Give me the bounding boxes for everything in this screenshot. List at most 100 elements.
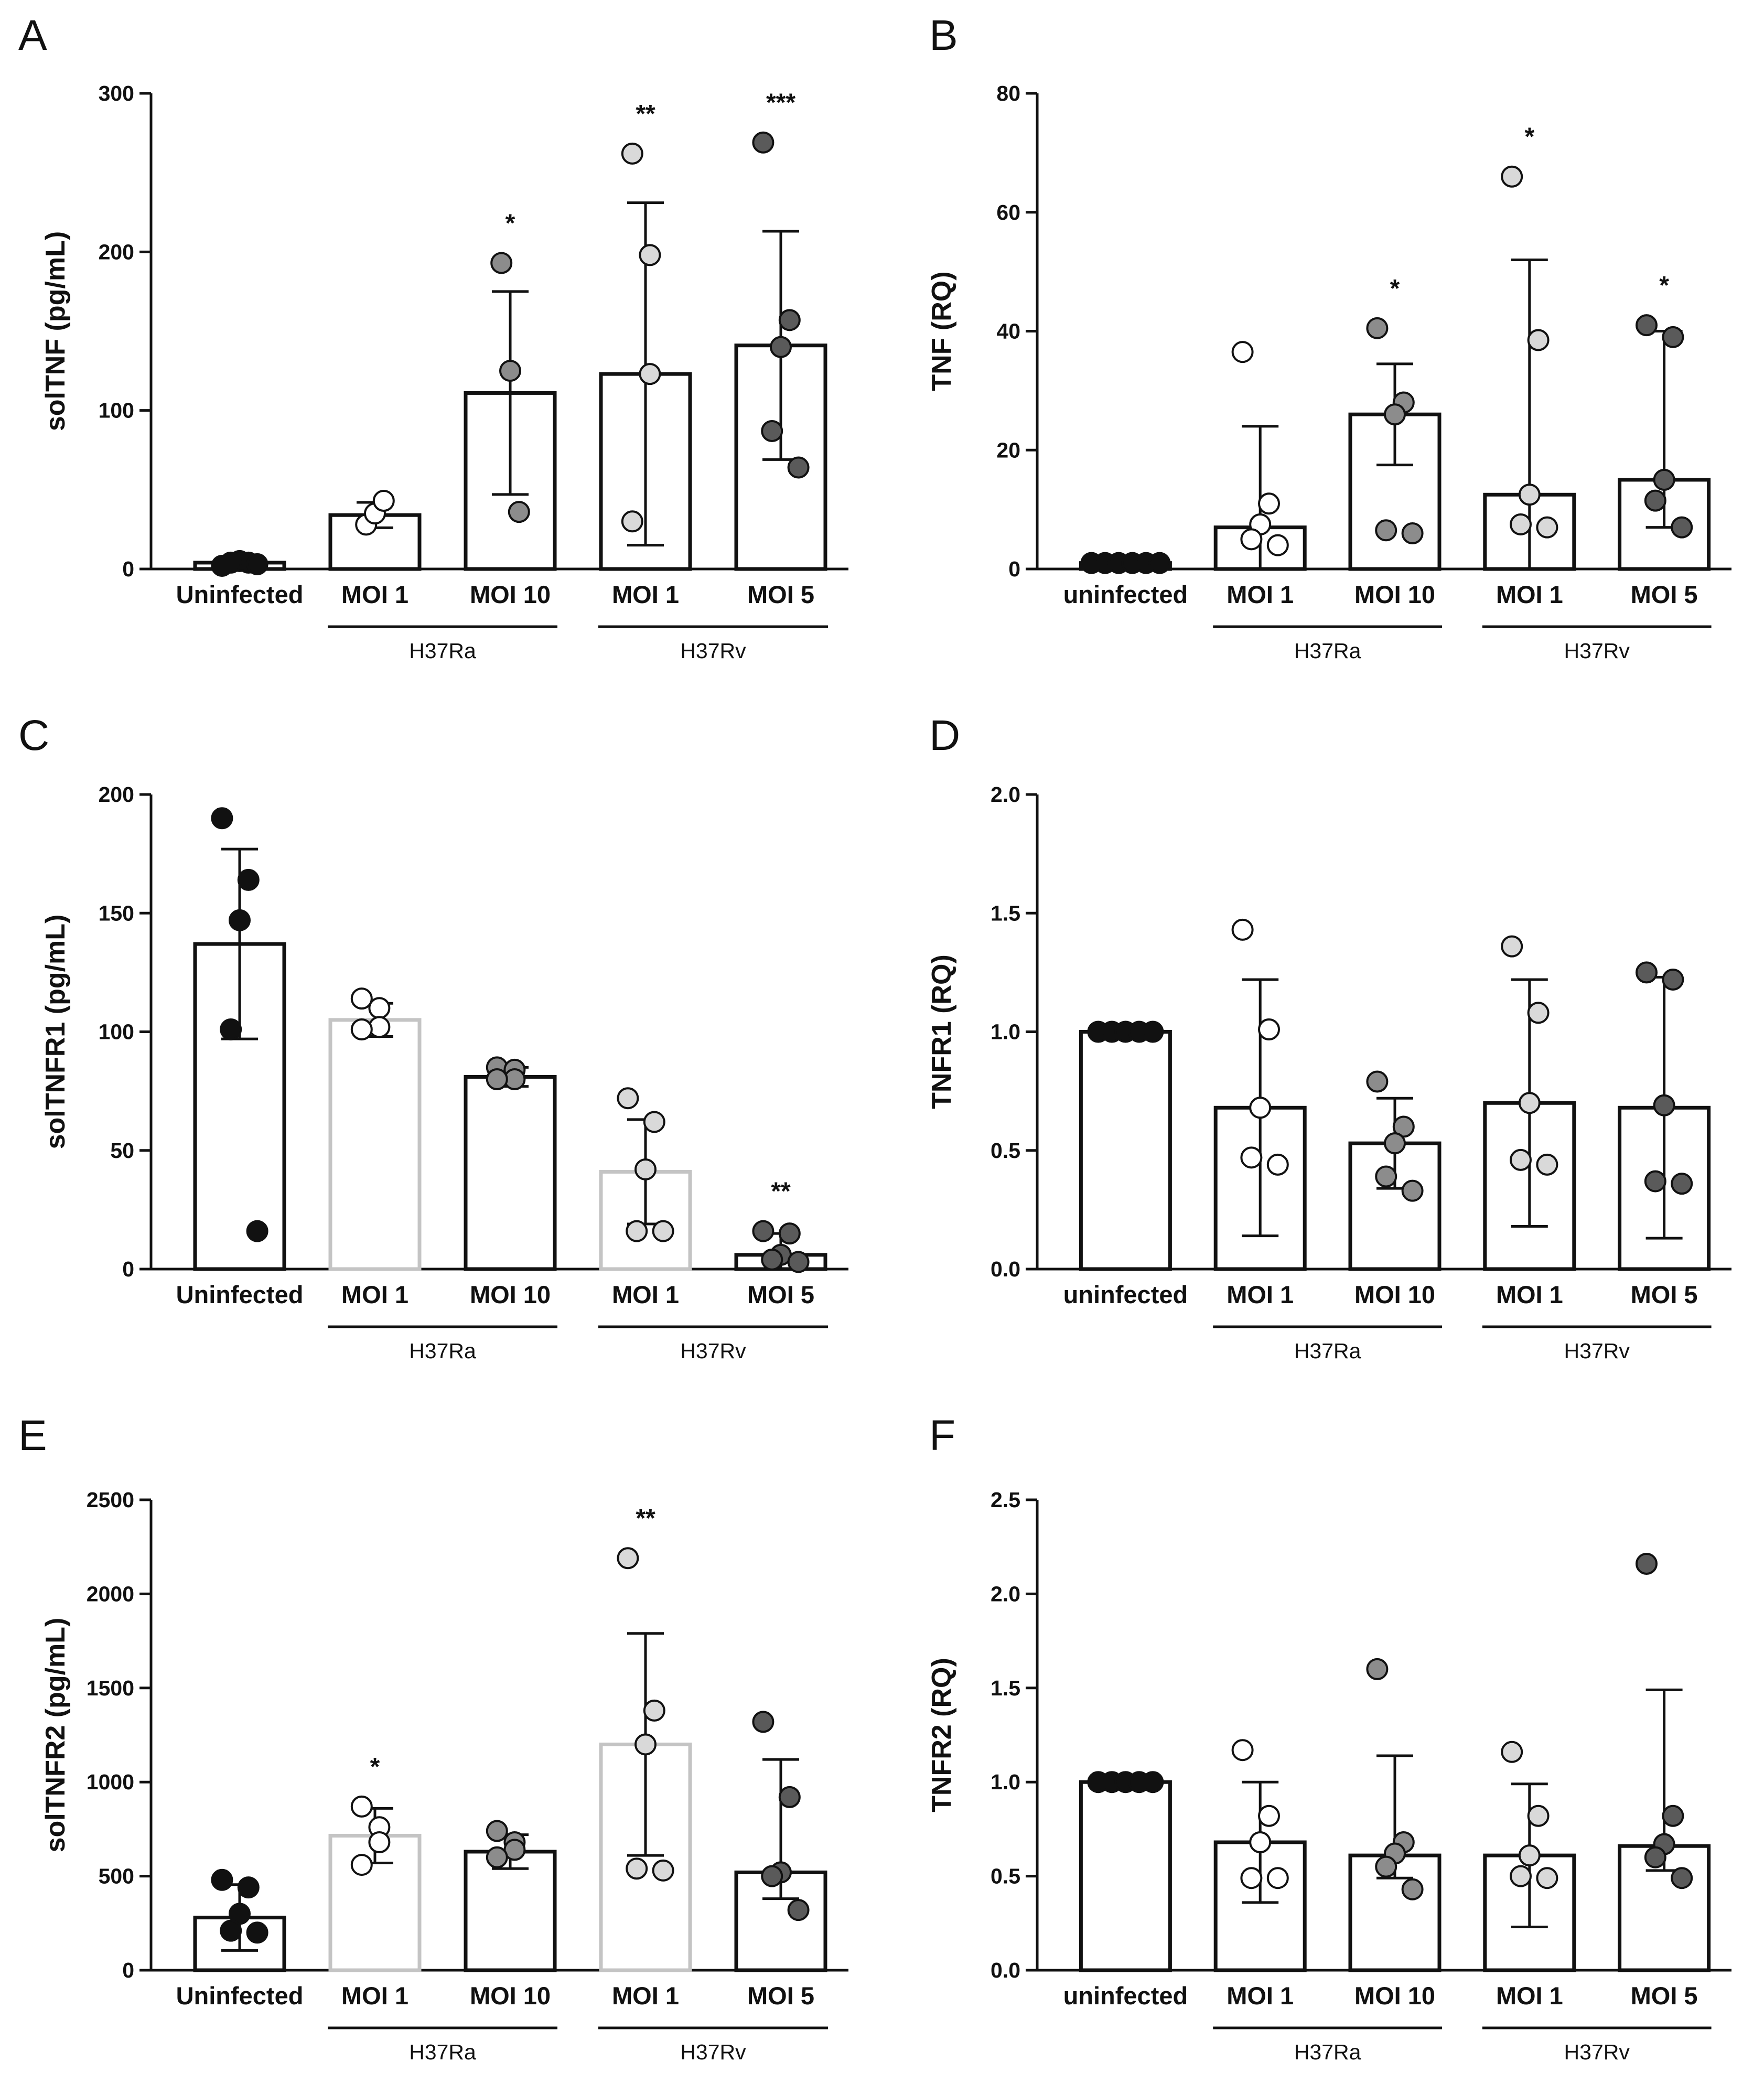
significance-marker: * [1390,275,1400,303]
data-point [486,1846,508,1868]
data-point [1366,1658,1389,1680]
data-point [1375,1855,1397,1878]
data-point [1392,1115,1415,1138]
data-point [1375,519,1397,542]
data-point [787,1251,810,1273]
data-point [1366,1070,1389,1093]
data-point [1266,1153,1289,1176]
data-point [350,1854,373,1876]
significance-marker: ** [636,1505,655,1532]
data-point [1644,1170,1666,1193]
data-point [368,1831,391,1854]
data-point [770,336,792,358]
y-tick-label: 2500 [87,1488,134,1512]
y-tick-label: 0.5 [991,1864,1020,1888]
data-point [1518,1092,1541,1114]
data-point [621,142,643,165]
data-point [1266,1867,1289,1889]
data-point [1142,1771,1164,1793]
y-tick-label: 0 [1008,557,1020,581]
data-point [787,456,810,479]
y-tick-label: 300 [99,81,134,105]
data-point [1148,552,1171,574]
data-point [1231,1739,1254,1761]
data-point [220,1018,242,1040]
category-label: MOI 1 [1227,1982,1294,2010]
data-point [617,1547,639,1570]
data-point [1501,165,1523,188]
panel-letter: B [929,12,958,59]
category-label: MOI 10 [1354,1281,1435,1308]
data-point [1366,317,1389,339]
data-point [652,1220,674,1242]
data-point [1536,1867,1558,1889]
group-label: H37Ra [409,2040,476,2064]
data-point [220,1919,242,1942]
data-point [246,1220,268,1242]
category-label: uninfected [1063,1982,1188,2010]
data-point [508,501,530,523]
data-point [1653,468,1675,491]
y-tick-label: 500 [99,1864,134,1888]
category-label: MOI 1 [341,581,408,608]
data-point [626,1857,648,1880]
data-point [1527,329,1550,351]
data-point [1384,403,1406,426]
group-label: H37Ra [1294,2040,1361,2064]
category-label: uninfected [1063,1281,1188,1308]
data-point [499,360,521,382]
significance-marker: * [1524,123,1534,151]
panel-letter: A [18,12,47,59]
category-label: MOI 1 [1227,581,1294,608]
bar [1079,1780,1172,1972]
y-tick-label: 1.5 [991,901,1020,925]
data-point [1636,314,1658,337]
group-label: H37Rv [680,1339,746,1363]
data-point [1401,1179,1424,1202]
data-point [237,1876,260,1899]
significance-marker: * [505,209,515,237]
data-point [1653,1094,1675,1116]
y-tick-label: 0 [122,1958,134,1982]
y-tick-label: 60 [996,200,1020,224]
y-tick-label: 0 [122,1257,134,1281]
y-axis-label: solTNFR2 (pg/mL) [40,1618,71,1853]
panel-letter: E [18,1412,47,1459]
data-point [246,1921,268,1944]
y-axis-label: solTNF (pg/mL) [40,231,71,431]
data-point [237,868,260,891]
y-tick-label: 0.0 [991,1958,1020,1982]
data-point [639,363,661,385]
data-point [761,1248,783,1271]
y-tick-label: 200 [99,782,134,807]
category-label: MOI 1 [612,1982,679,2010]
category-label: MOI 1 [1496,1281,1563,1308]
category-label: Uninfected [176,1982,304,2010]
data-point [1266,534,1289,556]
category-label: MOI 5 [1631,1982,1698,2010]
category-label: MOI 1 [341,1281,408,1308]
bar [1079,1030,1172,1271]
data-point [1384,1132,1406,1155]
y-tick-label: 2.5 [991,1488,1020,1512]
group-label: H37Ra [409,639,476,663]
data-point [368,997,391,1019]
category-label: Uninfected [176,581,304,608]
data-point [621,510,643,533]
data-point [1536,516,1558,539]
y-axis-label: TNFR1 (RQ) [927,954,957,1109]
group-label: H37Ra [1294,639,1361,663]
data-point [350,987,373,1010]
data-point [1510,513,1532,535]
significance-marker: ** [636,100,655,128]
data-point [652,1859,674,1882]
category-label: MOI 5 [747,581,814,608]
data-point [1671,516,1693,539]
panel-letter: D [929,712,960,759]
category-label: MOI 1 [612,581,679,608]
data-point [1231,918,1254,941]
data-point [350,1795,373,1818]
significance-marker: *** [766,89,795,117]
y-tick-label: 1000 [87,1770,134,1794]
